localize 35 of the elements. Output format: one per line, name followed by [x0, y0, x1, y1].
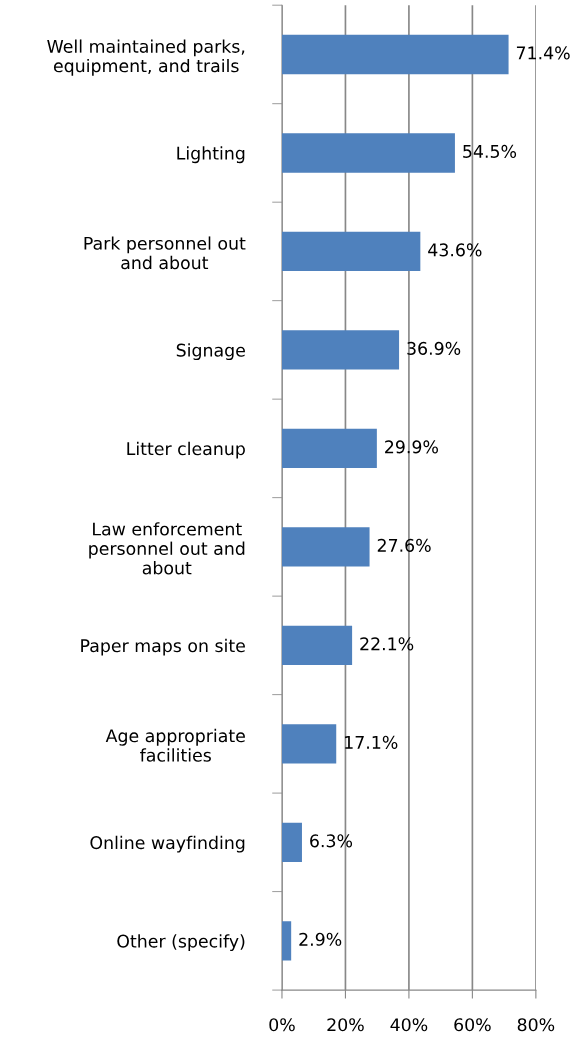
bar	[281, 822, 302, 863]
data-label: 17.1%	[345, 735, 398, 749]
y-tick-label: Lighting	[177, 146, 245, 164]
bar	[281, 625, 353, 666]
y-tick-label: Signage	[176, 343, 245, 361]
bar	[281, 527, 370, 567]
data-label: 29.9%	[385, 440, 438, 454]
y-tick-label: Law enforcement personnel out and about	[89, 522, 245, 575]
data-label: 6.3%	[310, 834, 353, 848]
data-label: 2.9%	[299, 932, 342, 946]
y-tick-label: Age appropriate facilities	[105, 728, 245, 762]
bar	[281, 133, 455, 173]
y-tick-label: Park personnel out and about	[84, 236, 246, 270]
data-label: 27.6%	[377, 538, 431, 552]
data-label: 22.1%	[360, 637, 414, 651]
y-tick-label: Well maintained parks, equipment, and trails	[47, 39, 245, 76]
y-tick-label: Paper maps on site	[81, 638, 245, 656]
bar	[281, 34, 509, 75]
data-label: 43.6%	[428, 243, 482, 257]
data-label: 71.4%	[516, 46, 570, 60]
x-tick-label: 20%	[327, 1018, 364, 1032]
y-tick-label: Other (specify)	[117, 934, 245, 952]
data-label: 36.9%	[407, 341, 461, 355]
y-tick-label: Litter cleanup	[127, 441, 245, 459]
x-tick-label: 0%	[269, 1018, 295, 1032]
bar	[281, 724, 337, 764]
x-tick-label: 60%	[454, 1018, 491, 1032]
bar	[281, 921, 292, 961]
y-tick-label: Online wayfinding	[90, 835, 245, 853]
bar	[281, 428, 377, 469]
bar	[281, 231, 421, 272]
x-tick-label: 40%	[390, 1018, 428, 1032]
bar	[281, 330, 400, 370]
x-tick-label: 80%	[517, 1018, 555, 1032]
data-label: 54.5%	[463, 144, 517, 158]
